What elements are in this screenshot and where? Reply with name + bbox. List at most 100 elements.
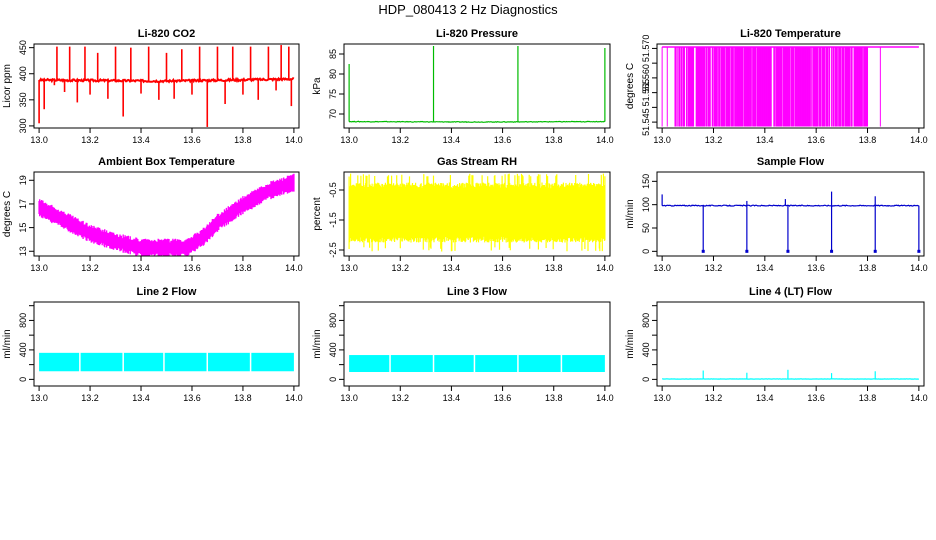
y-tick-label: 800 — [641, 313, 651, 328]
chart-title: Li-820 Temperature — [740, 28, 841, 40]
y-tick-label: 51.545 — [641, 108, 651, 136]
x-tick-label: 13.6 — [807, 135, 825, 145]
x-tick-label: 13.8 — [859, 393, 877, 403]
x-tick-label: 13.4 — [443, 263, 461, 273]
chart-panel-3: Li-820 Temperature degrees C 13.0 13.2 13.4 1… — [625, 28, 928, 145]
x-tick-label: 13.2 — [81, 263, 99, 273]
x-tick-label: 13.0 — [30, 263, 48, 273]
y-tick-label: 100 — [641, 197, 651, 212]
y-tick-label: 17 — [18, 199, 28, 209]
x-tick-label: 14.0 — [596, 135, 614, 145]
y-tick-label: 13 — [18, 246, 28, 256]
x-tick-label: 13.6 — [494, 393, 512, 403]
y-tick-label: 15 — [18, 223, 28, 233]
x-tick-label: 14.0 — [910, 135, 928, 145]
chart-title: Ambient Box Temperature — [98, 156, 235, 168]
plot-frame — [343, 171, 611, 257]
dip-point — [873, 249, 877, 253]
y-tick-label: 80 — [328, 69, 338, 79]
plot-area — [348, 46, 606, 123]
dip-point — [745, 249, 749, 253]
plot-frame — [343, 43, 611, 129]
series-band — [39, 352, 294, 372]
y-tick-label: 0 — [641, 377, 651, 382]
y-axis-label: ml/min — [625, 199, 636, 228]
y-tick-label: 400 — [18, 342, 28, 357]
y-axis-label: degrees C — [2, 191, 13, 237]
x-tick-label: 13.8 — [234, 135, 252, 145]
plot-area — [661, 191, 921, 253]
y-tick-label: -0.5 — [328, 182, 338, 198]
y-axis-label: kPa — [312, 77, 323, 95]
y-tick-label: 51.570 — [641, 35, 651, 63]
x-tick-label: 13.2 — [705, 263, 723, 273]
x-tick-label: 13.6 — [183, 393, 201, 403]
dip-point — [830, 249, 834, 253]
plot-frame — [656, 43, 925, 129]
x-tick-label: 13.2 — [392, 135, 410, 145]
x-tick-label: 13.6 — [183, 263, 201, 273]
x-tick-label: 13.6 — [494, 263, 512, 273]
x-tick-label: 13.0 — [30, 393, 48, 403]
chart-title: Li-820 CO2 — [138, 28, 195, 40]
plot-frame — [656, 301, 925, 387]
x-tick-label: 13.0 — [653, 393, 671, 403]
x-tick-label: 13.6 — [183, 135, 201, 145]
x-tick-label: 14.0 — [910, 393, 928, 403]
x-tick-label: 13.4 — [443, 135, 461, 145]
x-tick-label: 13.0 — [653, 135, 671, 145]
chart-panel-2: Li-820 Pressure kPa 13.0 13.2 13.4 13.6 13.8 14… — [312, 28, 614, 145]
y-tick-label: 19 — [18, 175, 28, 185]
x-tick-label: 13.4 — [132, 393, 150, 403]
chart-title: Sample Flow — [757, 156, 825, 168]
dip-point — [917, 249, 921, 253]
x-tick-label: 13.0 — [653, 263, 671, 273]
chart-panel-9: Line 4 (LT) Flow ml/min 13.0 13.2 13.4 13.6 13… — [625, 286, 928, 403]
plot-area — [348, 173, 606, 252]
chart-panel-4: Ambient Box Temperature degrees C 13.0 13.2… — [2, 156, 303, 273]
x-tick-label: 13.0 — [340, 393, 358, 403]
y-tick-label: 350 — [18, 92, 28, 107]
x-tick-label: 13.8 — [545, 135, 563, 145]
y-tick-label: 85 — [328, 49, 338, 59]
x-tick-label: 13.2 — [392, 393, 410, 403]
x-tick-label: 13.2 — [705, 393, 723, 403]
plot-area — [38, 45, 295, 127]
plot-frame — [33, 171, 300, 257]
plot-frame — [656, 171, 925, 257]
plot-frame — [33, 43, 300, 129]
series-line — [38, 76, 295, 84]
x-tick-label: 13.4 — [756, 263, 774, 273]
chart-title: Gas Stream RH — [437, 156, 517, 168]
chart-title: Line 3 Flow — [447, 286, 507, 298]
x-tick-label: 13.2 — [705, 135, 723, 145]
y-axis-label: degrees C — [625, 63, 636, 109]
y-axis-label: ml/min — [312, 329, 323, 358]
dip-point — [701, 249, 705, 253]
x-tick-label: 14.0 — [596, 263, 614, 273]
plot-area — [661, 46, 919, 127]
y-tick-label: 150 — [641, 174, 651, 189]
x-tick-label: 13.0 — [340, 263, 358, 273]
series-band — [38, 173, 295, 256]
series-band — [348, 173, 606, 252]
y-tick-label: 400 — [18, 66, 28, 81]
chart-panel-1: Li-820 CO2 Licor ppm 13.0 13.2 13.4 13.6 13.8 1… — [2, 28, 303, 145]
x-tick-label: 13.4 — [756, 135, 774, 145]
x-tick-label: 13.8 — [545, 393, 563, 403]
y-tick-label: 800 — [328, 313, 338, 328]
x-tick-label: 14.0 — [910, 263, 928, 273]
x-tick-label: 13.2 — [81, 393, 99, 403]
x-tick-label: 13.4 — [132, 135, 150, 145]
plot-frame — [33, 301, 300, 387]
y-tick-label: 300 — [18, 118, 28, 133]
x-tick-label: 13.6 — [494, 135, 512, 145]
x-tick-label: 13.8 — [234, 263, 252, 273]
plot-area — [662, 369, 919, 380]
x-tick-label: 14.0 — [285, 135, 303, 145]
plot-area — [349, 354, 605, 373]
chart-panel-5: Gas Stream RH percent 13.0 13.2 13.4 13.6 13.8… — [312, 156, 614, 273]
series-line — [661, 204, 919, 207]
x-tick-label: 13.6 — [807, 393, 825, 403]
y-tick-label: 51.555 — [641, 79, 651, 107]
